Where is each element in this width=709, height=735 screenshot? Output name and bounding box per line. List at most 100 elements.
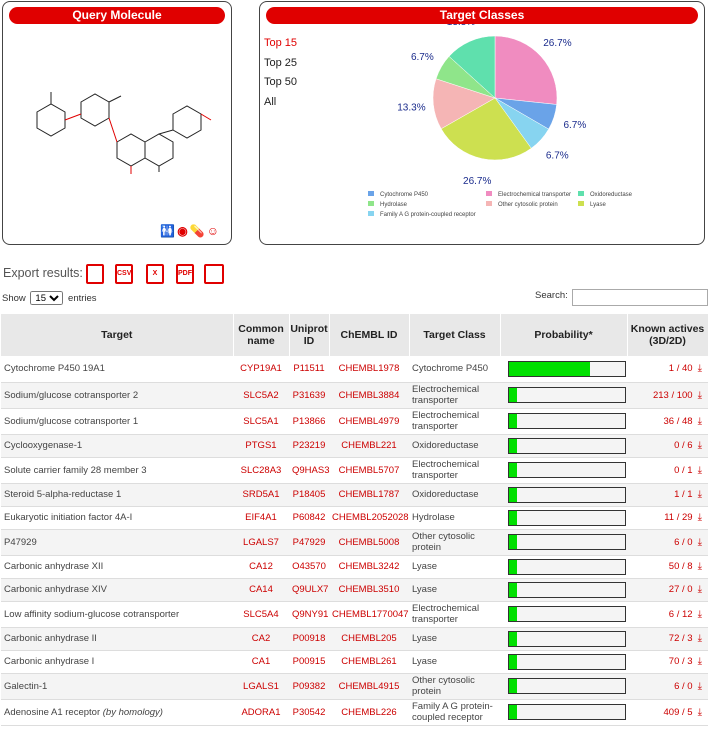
cell-chembl-id[interactable]: CHEMBL5707 [329, 457, 409, 484]
cell-common-name[interactable]: SLC28A3 [233, 457, 289, 484]
cell-chembl-id[interactable]: CHEMBL3242 [329, 555, 409, 579]
cell-chembl-id[interactable]: CHEMBL1770047 [329, 601, 409, 628]
known-actives-value[interactable]: 72 / 3 [668, 633, 693, 644]
download-icon[interactable]: ⤓ [697, 512, 702, 523]
download-icon[interactable]: ⤓ [697, 656, 702, 667]
cell-chembl-id[interactable]: CHEMBL3884 [329, 382, 409, 409]
cell-uniprot-id[interactable]: P13866 [289, 408, 329, 435]
cell-uniprot-id[interactable]: Q9NY91 [289, 601, 329, 628]
cell-chembl-id[interactable]: CHEMBL4979 [329, 408, 409, 435]
top-option-50[interactable]: Top 50 [264, 76, 298, 88]
cell-uniprot-id[interactable]: P47929 [289, 529, 329, 556]
known-actives-value[interactable]: 409 / 5 [663, 706, 693, 718]
cell-chembl-id[interactable]: CHEMBL261 [329, 650, 409, 674]
header-target-class[interactable]: Target Class [409, 314, 501, 356]
download-icon[interactable]: ⤓ [697, 489, 702, 500]
known-actives-value[interactable]: 50 / 8 [668, 561, 693, 572]
cell-chembl-id[interactable]: CHEMBL2052028 [329, 506, 409, 530]
download-icon[interactable]: ⤓ [697, 633, 702, 644]
known-actives-value[interactable]: 27 / 0 [668, 584, 693, 595]
clipboard-icon[interactable] [86, 264, 104, 284]
cell-uniprot-id[interactable]: P09382 [289, 673, 329, 700]
download-icon[interactable]: ⤓ [697, 706, 702, 718]
search-input[interactable] [572, 289, 708, 306]
pill-icon[interactable]: 💊 [189, 224, 205, 238]
known-actives-value[interactable]: 1 / 40 [668, 363, 693, 375]
cell-uniprot-id[interactable]: P18405 [289, 483, 329, 507]
download-icon[interactable]: ⤓ [697, 608, 702, 620]
known-actives-value[interactable]: 0 / 6 [674, 440, 693, 451]
top-option-15[interactable]: Top 15 [264, 37, 298, 49]
header-chembl-id[interactable]: ChEMBL ID [329, 314, 410, 356]
people-icon[interactable]: 🚻 [160, 224, 176, 238]
pie-slice[interactable] [494, 35, 558, 105]
pie-slice[interactable] [448, 35, 496, 99]
download-icon[interactable]: ⤓ [697, 536, 702, 548]
known-actives-value[interactable]: 213 / 100 [652, 389, 693, 401]
csv-icon[interactable]: CSV [115, 264, 133, 284]
header-target[interactable]: Target [1, 314, 234, 356]
known-actives-value[interactable]: 0 / 1 [674, 464, 693, 476]
download-icon[interactable]: ⤓ [697, 363, 702, 375]
top-option-all[interactable]: All [264, 95, 277, 108]
pdf-icon[interactable]: PDF [176, 264, 194, 284]
cell-common-name[interactable]: CA12 [233, 555, 289, 579]
known-actives-value[interactable]: 6 / 0 [674, 536, 693, 548]
cell-chembl-id[interactable]: CHEMBL1978 [329, 356, 409, 383]
cell-chembl-id[interactable]: CHEMBL4915 [329, 673, 409, 700]
cell-uniprot-id[interactable]: O43570 [289, 555, 329, 579]
cell-common-name[interactable]: PTGS1 [233, 434, 289, 458]
download-icon[interactable]: ⤓ [697, 464, 702, 476]
cell-uniprot-id[interactable]: P23219 [289, 434, 329, 458]
cell-chembl-id[interactable]: CHEMBL226 [329, 699, 409, 726]
known-actives-value[interactable]: 11 / 29 [664, 512, 693, 523]
cell-common-name[interactable]: SLC5A4 [233, 601, 289, 628]
cell-uniprot-id[interactable]: Q9HAS3 [289, 457, 330, 484]
cell-uniprot-id[interactable]: Q9ULX7 [289, 578, 329, 602]
cell-common-name[interactable]: SLC5A2 [233, 382, 289, 409]
known-actives-value[interactable]: 6 / 0 [674, 680, 693, 692]
download-icon[interactable]: ⤓ [697, 440, 702, 451]
download-icon[interactable]: ⤓ [697, 680, 702, 692]
top-option-25[interactable]: Top 25 [264, 56, 298, 69]
cell-uniprot-id[interactable]: P30542 [289, 699, 329, 726]
header-known-actives[interactable]: Known actives (3D/2D) [627, 314, 709, 356]
print-icon[interactable] [204, 264, 224, 284]
cell-common-name[interactable]: ADORA1 [233, 699, 289, 726]
cell-chembl-id[interactable]: CHEMBL5008 [329, 529, 409, 556]
cell-uniprot-id[interactable]: P00915 [289, 650, 329, 674]
cell-common-name[interactable]: CYP19A1 [233, 356, 289, 383]
pie-slice[interactable] [440, 97, 532, 161]
cell-common-name[interactable]: LGALS1 [233, 673, 289, 700]
cell-uniprot-id[interactable]: P11511 [289, 356, 329, 383]
cell-common-name[interactable]: SRD5A1 [233, 483, 289, 507]
header-common-name[interactable]: Common name [233, 314, 290, 356]
download-icon[interactable]: ⤓ [697, 561, 702, 572]
cell-common-name[interactable]: CA1 [233, 650, 289, 674]
cell-common-name[interactable]: CA14 [233, 578, 289, 602]
header-probability[interactable]: Probability* [500, 314, 628, 356]
cell-uniprot-id[interactable]: P31639 [289, 382, 329, 409]
entries-select[interactable]: 15 [30, 291, 64, 305]
known-actives-value[interactable]: 1 / 1 [674, 489, 693, 500]
cell-common-name[interactable]: CA2 [233, 627, 289, 651]
cell-common-name[interactable]: LGALS7 [233, 529, 289, 556]
excel-icon[interactable]: X [146, 264, 164, 284]
download-icon[interactable]: ⤓ [697, 389, 702, 401]
header-uniprot-id[interactable]: Uniprot ID [289, 314, 330, 356]
known-actives-value[interactable]: 36 / 48 [663, 415, 693, 427]
cell-chembl-id[interactable]: CHEMBL221 [329, 434, 409, 458]
cell-chembl-id[interactable]: CHEMBL3510 [329, 578, 409, 602]
target-icon[interactable]: ◉ [177, 224, 188, 238]
download-icon[interactable]: ⤓ [697, 415, 702, 427]
cell-common-name[interactable]: SLC5A1 [233, 408, 289, 435]
known-actives-value[interactable]: 70 / 3 [668, 656, 693, 667]
download-icon[interactable]: ⤓ [697, 584, 702, 595]
cell-chembl-id[interactable]: CHEMBL205 [329, 627, 409, 651]
cell-common-name[interactable]: EIF4A1 [233, 506, 289, 530]
known-actives-value[interactable]: 6 / 12 [668, 608, 693, 620]
cell-uniprot-id[interactable]: P60842 [289, 506, 329, 530]
cell-chembl-id[interactable]: CHEMBL1787 [329, 483, 409, 507]
cell-uniprot-id[interactable]: P00918 [289, 627, 329, 651]
smiley-icon[interactable]: ☺ [206, 224, 219, 238]
